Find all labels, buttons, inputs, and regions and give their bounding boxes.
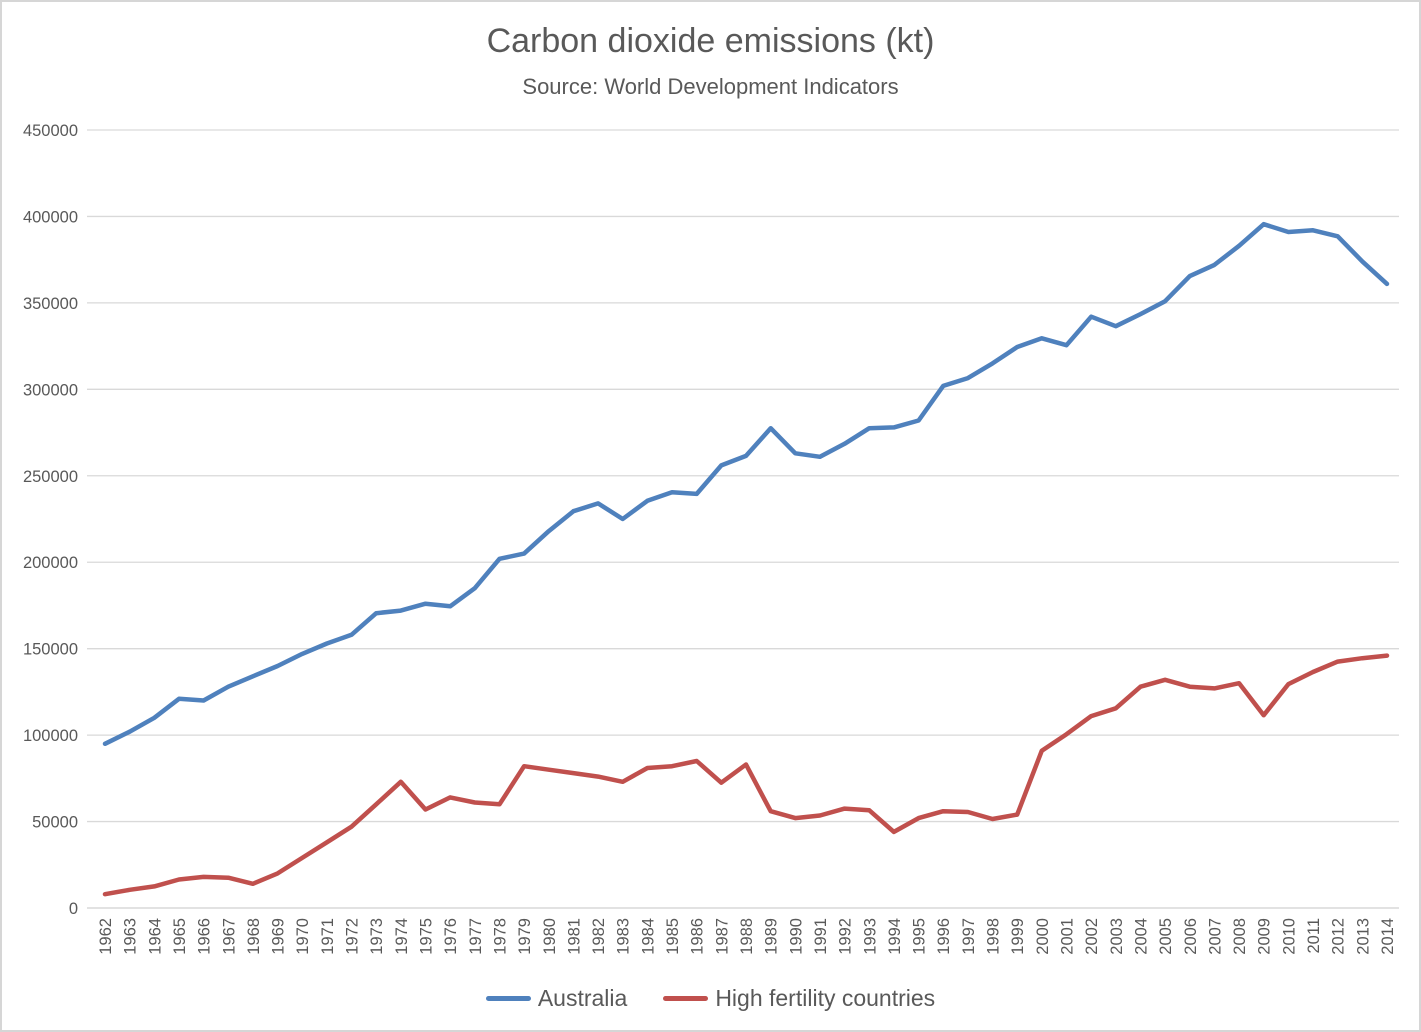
x-axis-tick-label: 1978: [491, 918, 509, 955]
x-axis-tick-label: 1991: [812, 918, 830, 955]
australia-line-swatch-icon: [485, 995, 531, 1001]
y-axis-tick-label: 200000: [23, 554, 78, 572]
x-axis-tick-label: 1964: [146, 918, 164, 955]
series-line-high-fertility-countries: [102, 653, 1390, 897]
y-axis-tick-label: 150000: [23, 641, 78, 659]
x-axis-tick-label: 1986: [689, 918, 707, 955]
x-axis-tick-label: 1979: [516, 918, 534, 955]
x-axis-tick-label: 1962: [97, 918, 115, 955]
x-axis-tick-label: 1967: [220, 918, 238, 955]
legend: Australia High fertility countries: [2, 978, 1419, 1018]
x-axis-tick-label: 1969: [270, 918, 288, 955]
x-axis-tick-label: 1973: [368, 918, 386, 955]
y-axis-tick-label: 350000: [23, 295, 78, 313]
x-axis-tick-label: 1963: [122, 918, 140, 955]
chart-subtitle: Source: World Development Indicators: [522, 74, 899, 99]
x-axis-tick-label: 1971: [319, 918, 337, 955]
line-chart-plot-area: 0 50000 100000 150000 200000 250000 300000 3500…: [23, 122, 1399, 955]
y-axis-tick-label: 0: [69, 900, 78, 918]
x-axis-tick-label: 2008: [1231, 918, 1249, 955]
x-axis-tick-label: 1996: [935, 918, 953, 955]
y-axis-tick-label: 50000: [32, 814, 78, 832]
x-axis-tick-label: 1975: [418, 918, 436, 955]
x-axis-tick-label: 2006: [1182, 918, 1200, 955]
x-axis-tick-label: 1972: [344, 918, 362, 955]
x-axis-tick-label: 2014: [1379, 918, 1397, 955]
legend-label-high-fertility: High fertility countries: [715, 984, 936, 1011]
x-axis-tick-label: 1992: [837, 918, 855, 955]
x-axis-tick-label: 2011: [1305, 918, 1323, 953]
x-axis-tick-label: 1989: [763, 918, 781, 955]
x-axis-tick-label: 1970: [294, 918, 312, 955]
x-axis-tick-label: 2001: [1059, 918, 1077, 955]
x-axis-tick-label: 1981: [565, 918, 583, 955]
x-axis-tick-label: 1998: [985, 918, 1003, 955]
y-axis-tick-label: 450000: [23, 122, 78, 140]
y-axis-tick-label: 250000: [23, 468, 78, 486]
x-axis-tick-label: 1985: [664, 918, 682, 955]
x-axis-tick-label: 1994: [886, 918, 904, 955]
y-axis-tick-label: 100000: [23, 727, 78, 745]
y-axis-tick-label: 400000: [23, 208, 78, 226]
x-axis-tick-label: 1966: [196, 918, 214, 955]
x-axis-tick-label: 1983: [615, 918, 633, 955]
series-line-australia: [102, 221, 1390, 747]
x-axis-tick-label: 2010: [1280, 918, 1298, 955]
x-axis-tick-label: 2004: [1132, 918, 1150, 955]
x-axis-tick-label: 1965: [171, 918, 189, 955]
legend-item-australia: Australia: [485, 984, 628, 1012]
x-axis-tick-label: 2003: [1108, 918, 1126, 955]
legend-item-high-fertility: High fertility countries: [663, 985, 935, 1012]
x-axis-tick-label: 1974: [393, 918, 411, 955]
x-axis-tick-label: 1990: [787, 918, 805, 955]
legend-label-australia: Australia: [537, 984, 628, 1011]
y-axis-tick-label: 300000: [23, 381, 78, 399]
x-axis-tick-label: 2005: [1157, 918, 1175, 955]
high-fertility-line-swatch-icon: [663, 995, 709, 1001]
x-axis-tick-label: 1999: [1009, 918, 1027, 955]
x-axis-tick-label: 2012: [1330, 918, 1348, 955]
x-axis-tick-label: 1993: [861, 918, 879, 955]
x-axis-tick-label: 1980: [541, 918, 559, 955]
x-axis-tick-label: 1977: [467, 918, 485, 955]
x-axis-tick-label: 1995: [911, 918, 929, 955]
chart-title: Carbon dioxide emissions (kt): [486, 22, 935, 60]
x-axis-tick-label: 1982: [590, 918, 608, 955]
x-axis-tick-label: 2009: [1256, 918, 1274, 955]
x-axis-tick-label: 1968: [245, 918, 263, 955]
x-axis-tick-label: 1988: [738, 918, 756, 955]
x-axis-tick-label: 1997: [960, 918, 978, 955]
x-axis-tick-label: 2000: [1034, 918, 1052, 955]
x-axis-tick-label: 2007: [1206, 918, 1224, 955]
x-axis-tick-label: 1984: [639, 918, 657, 955]
x-axis-tick-label: 2013: [1354, 918, 1372, 955]
x-axis-tick-label: 1987: [713, 918, 731, 955]
x-axis-tick-label: 2002: [1083, 918, 1101, 955]
x-axis-tick-label: 1976: [442, 918, 460, 955]
